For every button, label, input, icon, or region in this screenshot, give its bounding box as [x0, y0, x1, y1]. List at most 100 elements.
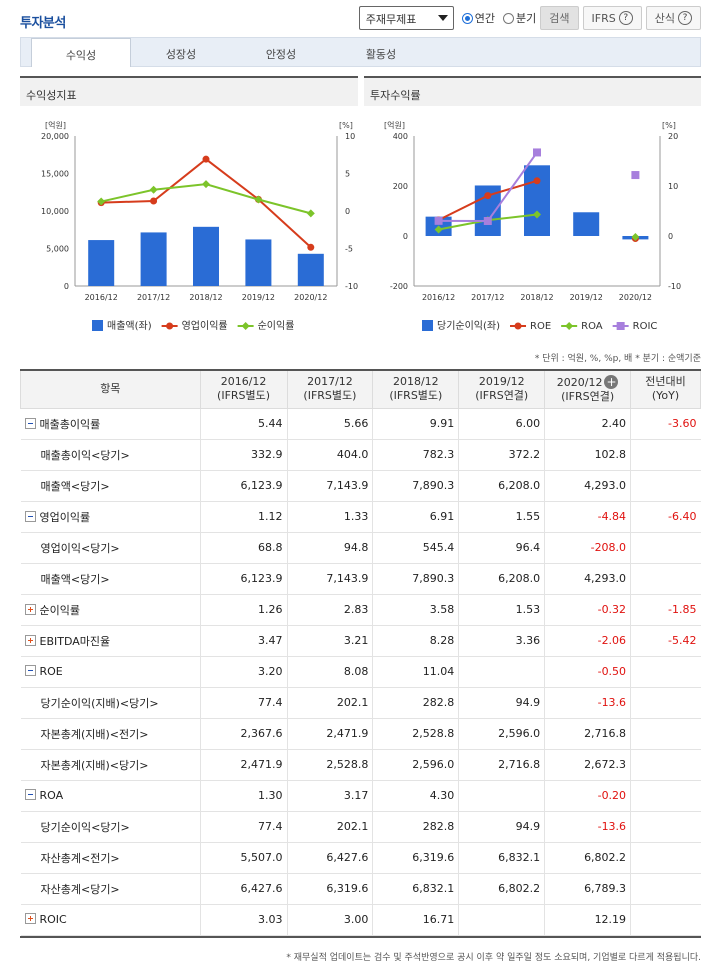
legend-swatch — [166, 322, 174, 330]
row-label: 매출액<당기> — [20, 563, 201, 595]
value-cell: 2.83 — [286, 594, 373, 626]
collapse-icon[interactable] — [24, 789, 36, 800]
legend-label: ROE — [530, 321, 551, 332]
radio-quarter[interactable]: 분기 — [503, 10, 536, 26]
value-cell: 3.03 — [199, 904, 287, 936]
tab-activity[interactable]: 활동성 — [365, 48, 397, 61]
y-left-tick-label: 5,000 — [46, 245, 69, 254]
search-button[interactable]: 검색 — [540, 6, 579, 30]
table-row: 자산총계<당기> 6,427.6 6,319.6 6,832.1 6,802.2 6,78… — [20, 873, 701, 905]
row-label-text: 당기순이익<당기> — [40, 820, 130, 834]
row-label-text: 매출액<당기> — [40, 479, 110, 493]
y-right-tick-label: 0 — [345, 207, 350, 216]
bar-mark — [524, 165, 550, 236]
value-cell: 94.9 — [458, 687, 545, 719]
value-cell: 1.33 — [286, 501, 373, 533]
yoy-cell — [630, 718, 701, 750]
y-left-tick-label: 20,000 — [41, 132, 69, 141]
legend-swatch — [514, 322, 522, 330]
row-label: 매출액<당기> — [20, 470, 201, 502]
table-body: 매출총이익률 5.44 5.66 9.91 6.00 2.40 -3.60 매출총이익<당기>… — [20, 408, 701, 936]
yoy-cell — [630, 563, 701, 595]
value-cell: 6.00 — [458, 408, 545, 440]
y-left-tick-label: 15,000 — [41, 170, 69, 179]
value-cell: 8.08 — [286, 656, 373, 688]
value-cell: -4.84 — [544, 501, 631, 533]
tab-profitability[interactable]: 수익성 — [31, 38, 131, 67]
left-panel-title: 수익성지표 — [20, 76, 358, 106]
table-row: 영업이익<당기> 68.8 94.8 545.4 96.4 -208.0 — [20, 532, 701, 564]
row-label[interactable]: 순이익률 — [20, 594, 201, 626]
point-mark — [533, 148, 541, 157]
row-label: 매출총이익<당기> — [20, 439, 201, 471]
row-label: 자본총계(지배)<당기> — [20, 749, 201, 781]
point-mark — [150, 197, 158, 205]
value-cell: 6,208.0 — [458, 470, 545, 502]
value-cell: 7,143.9 — [286, 470, 373, 502]
bar-mark — [297, 253, 324, 286]
row-label-text: ROA — [39, 789, 64, 802]
yoy-cell — [630, 811, 701, 843]
point-mark — [483, 217, 492, 225]
row-label[interactable]: ROE — [20, 656, 201, 688]
value-cell: 1.30 — [199, 780, 287, 812]
yoy-cell: -5.42 — [630, 625, 701, 657]
value-cell: 2.40 — [544, 408, 631, 440]
row-label[interactable]: ROA — [20, 780, 201, 812]
value-cell: 3.20 — [199, 656, 287, 688]
row-label-text: 자산총계<전기> — [40, 851, 120, 865]
row-label[interactable]: 영업이익률 — [20, 501, 201, 533]
point-mark — [254, 195, 263, 204]
radio-annual[interactable]: 연간 — [461, 10, 496, 26]
yoy-cell — [630, 780, 701, 812]
row-label-text: EBITDA마진율 — [39, 634, 111, 648]
value-cell: 6,832.1 — [372, 873, 459, 905]
collapse-icon[interactable] — [24, 417, 36, 429]
section-title: 투자분석 — [20, 16, 66, 31]
value-cell: 5.44 — [199, 408, 287, 440]
table-row: 자산총계<전기> 5,507.0 6,427.6 6,319.6 6,832.1 6,80… — [20, 842, 701, 874]
row-label-text: 영업이익<당기> — [40, 541, 120, 555]
table-row: 매출액<당기> 6,123.9 7,143.9 7,890.3 6,208.0 4,293… — [20, 470, 701, 502]
row-label[interactable]: 매출총이익률 — [20, 408, 201, 440]
row-label[interactable]: EBITDA마진율 — [20, 625, 201, 657]
value-cell: 16.71 — [372, 904, 459, 936]
radio-annual-label: 연간 — [474, 12, 496, 25]
expand-columns-icon[interactable]: + — [604, 374, 619, 389]
value-cell: 6,832.1 — [458, 842, 545, 874]
y-right-tick-label: 10 — [668, 182, 678, 191]
ifrs-help-button[interactable]: IFRS ? — [582, 6, 642, 30]
value-cell: 94.9 — [458, 811, 545, 843]
tab-growth[interactable]: 성장성 — [165, 48, 197, 61]
point-mark — [306, 209, 315, 218]
x-tick-label: 2018/12 — [189, 293, 222, 302]
value-cell: 3.47 — [199, 625, 287, 657]
legend-swatch — [241, 322, 250, 330]
y-left-tick-label: 10,000 — [41, 207, 69, 216]
value-cell: 6,802.2 — [544, 842, 631, 874]
legend-label: 영업이익률 — [182, 319, 228, 332]
value-cell: 6,789.3 — [544, 873, 631, 905]
collapse-icon[interactable] — [24, 510, 36, 522]
collapse-icon[interactable] — [24, 665, 36, 676]
y-left-tick-label: 0 — [64, 282, 69, 291]
header-2017: 2017/12 (IFRS별도) — [286, 369, 374, 409]
header-item: 항목 — [20, 369, 201, 409]
row-label-text: 매출총이익률 — [39, 417, 101, 431]
radio-on-icon — [461, 12, 473, 24]
formula-help-button[interactable]: 산식 ? — [645, 6, 701, 30]
y-right-unit-label: [%] — [339, 121, 353, 130]
expand-icon[interactable] — [24, 634, 36, 646]
statement-select[interactable]: 주재무제표 — [358, 6, 454, 30]
table-row: 매출총이익률 5.44 5.66 9.91 6.00 2.40 -3.60 — [20, 408, 701, 440]
yoy-cell — [630, 687, 701, 719]
header-2018: 2018/12 (IFRS별도) — [372, 369, 460, 409]
tab-stability[interactable]: 안정성 — [265, 48, 297, 61]
expand-icon[interactable] — [24, 603, 36, 615]
value-cell: 6,427.6 — [199, 873, 287, 905]
value-cell: 2,716.8 — [544, 718, 631, 750]
value-cell: 11.04 — [372, 656, 459, 688]
row-label[interactable]: ROIC — [20, 904, 201, 936]
expand-icon[interactable] — [24, 913, 36, 924]
formula-button-label: 산식 — [654, 12, 675, 25]
